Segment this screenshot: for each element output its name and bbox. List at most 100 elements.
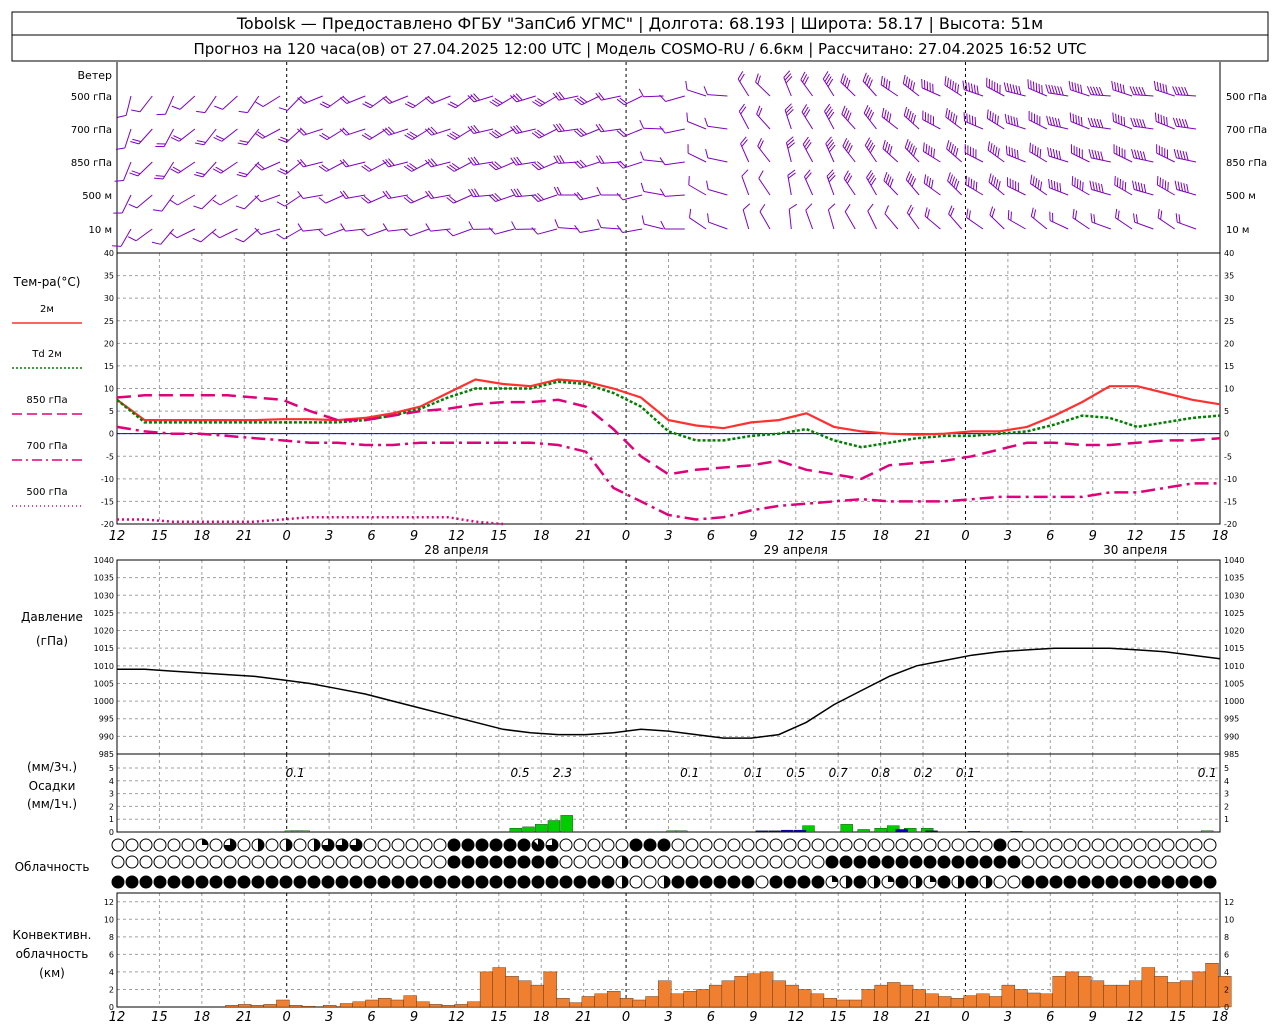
wind-barb-flag — [828, 203, 836, 211]
wind-barb-flag — [997, 115, 999, 125]
wind-barb — [574, 127, 600, 137]
cloud-circle — [699, 855, 713, 869]
wind-barb — [1049, 211, 1069, 230]
convective-bar — [1167, 982, 1181, 1008]
wind-barb-flag — [913, 147, 917, 157]
cloud-fill-wedge — [546, 839, 558, 851]
wind-barb — [989, 206, 1005, 230]
cloud-fill-wedge — [224, 839, 236, 851]
convective-bar — [263, 1004, 277, 1008]
wind-barb-flag — [905, 171, 911, 180]
wind-barb-shaft — [843, 178, 856, 196]
wind-barb — [966, 208, 984, 230]
wind-barb-shaft — [783, 77, 792, 97]
precip-3h-total: 0.7 — [829, 766, 848, 780]
cloud-circle — [139, 875, 153, 889]
cloud-circle — [657, 838, 671, 852]
wind-barb-flag — [948, 142, 952, 151]
conv-title-1: Конвективн. — [13, 928, 92, 942]
wind-barb-flag — [991, 112, 994, 122]
wind-barb — [424, 158, 451, 168]
wind-barb-flag — [1157, 113, 1160, 123]
cloud-circle — [1091, 875, 1105, 889]
cloud-circle — [755, 838, 769, 852]
cloud-circle — [139, 838, 153, 852]
wind-barb-flag — [946, 140, 950, 150]
wind-barb-flag — [1162, 179, 1164, 189]
precip-3h-total: 0.5 — [786, 766, 805, 780]
wind-barb-shaft — [708, 221, 728, 230]
wind-barb-shaft — [368, 194, 387, 204]
wind-barb-flag — [970, 146, 972, 156]
cloud-circle — [223, 855, 237, 869]
wind-barb — [1175, 213, 1197, 230]
wind-barb-flag — [363, 195, 372, 203]
wind-barb-shaft — [412, 95, 430, 109]
convective-bar — [709, 984, 723, 1008]
wind-barb-flag — [951, 81, 954, 91]
wind-barb — [965, 175, 984, 196]
wind-barb — [276, 228, 302, 240]
hour-tick-label: 21 — [575, 529, 592, 544]
wind-barb-flag — [1136, 150, 1141, 160]
wind-barb-flag — [1039, 148, 1042, 158]
wind-barb-flag — [883, 77, 886, 87]
wind-barb-flag — [510, 95, 517, 103]
wind-barb — [115, 128, 132, 150]
wind-barb — [489, 128, 515, 139]
cloud-circle — [195, 875, 209, 889]
hour-tick-label: 0 — [283, 529, 291, 544]
convective-bar — [429, 1004, 443, 1008]
wind-barb — [659, 125, 685, 134]
hour-tick-label: 18 — [872, 529, 889, 544]
wind-barb-shaft — [755, 81, 771, 97]
wind-barb-flag — [948, 205, 953, 215]
wind-barb-flag — [213, 137, 222, 142]
wind-barb-flag — [447, 103, 456, 109]
wind-barb-flag — [804, 109, 811, 118]
wind-barb-flag — [512, 94, 520, 102]
wind-barb-flag — [924, 112, 927, 122]
wind-barb — [946, 140, 963, 163]
wind-barb-flag — [1054, 117, 1058, 127]
temp-ytick-left: -20 — [101, 520, 114, 529]
wind-barb-flag — [928, 177, 932, 187]
wind-barb — [339, 190, 366, 199]
convective-cloud-bars — [225, 963, 1232, 1008]
wind-level-label-left: 700 гПа — [71, 125, 112, 136]
wind-barb-flag — [574, 130, 582, 137]
wind-barb-flag — [1049, 116, 1053, 126]
wind-barb-flag — [785, 75, 793, 84]
cloud-circle — [1161, 875, 1175, 889]
cloud-circle — [839, 855, 853, 869]
wind-barb — [489, 95, 515, 107]
wind-barb-flag — [1016, 117, 1019, 127]
hour-tick-label-bottom: 18 — [1212, 1010, 1229, 1024]
cloud-circle — [741, 855, 755, 869]
wind-barb-flag — [994, 114, 997, 124]
pressure-ytick-right: 1025 — [1224, 609, 1244, 618]
cloud-circle — [951, 838, 965, 852]
wind-barb-flag — [805, 203, 813, 211]
wind-barb-flag — [824, 73, 830, 82]
wind-barb-flag — [955, 147, 959, 157]
precip-bar — [297, 830, 310, 833]
precip-bar — [802, 825, 815, 833]
wind-barb-flag — [786, 139, 795, 146]
wind-barb-flag — [784, 73, 792, 81]
cloud-circle — [1091, 838, 1105, 852]
convective-bar — [772, 980, 786, 1008]
cloud-circle — [1203, 855, 1217, 869]
wind-barb — [297, 190, 323, 199]
wind-barb-flag — [929, 82, 931, 92]
wind-barb-shaft — [284, 194, 302, 207]
hour-tick-label-bottom: 12 — [448, 1010, 465, 1024]
wind-barb-shaft — [1176, 157, 1197, 163]
precip-bar — [967, 831, 981, 833]
wind-barb-flag — [430, 126, 438, 134]
wind-barb-shaft — [1090, 125, 1111, 130]
wind-barb-flag — [1129, 86, 1134, 95]
wind-barb-flag — [805, 142, 812, 150]
header-title: Tobolsk — Предоставлено ФГБУ "ЗапСиб УГМ… — [236, 14, 1043, 33]
wind-barb-flag — [385, 158, 392, 167]
